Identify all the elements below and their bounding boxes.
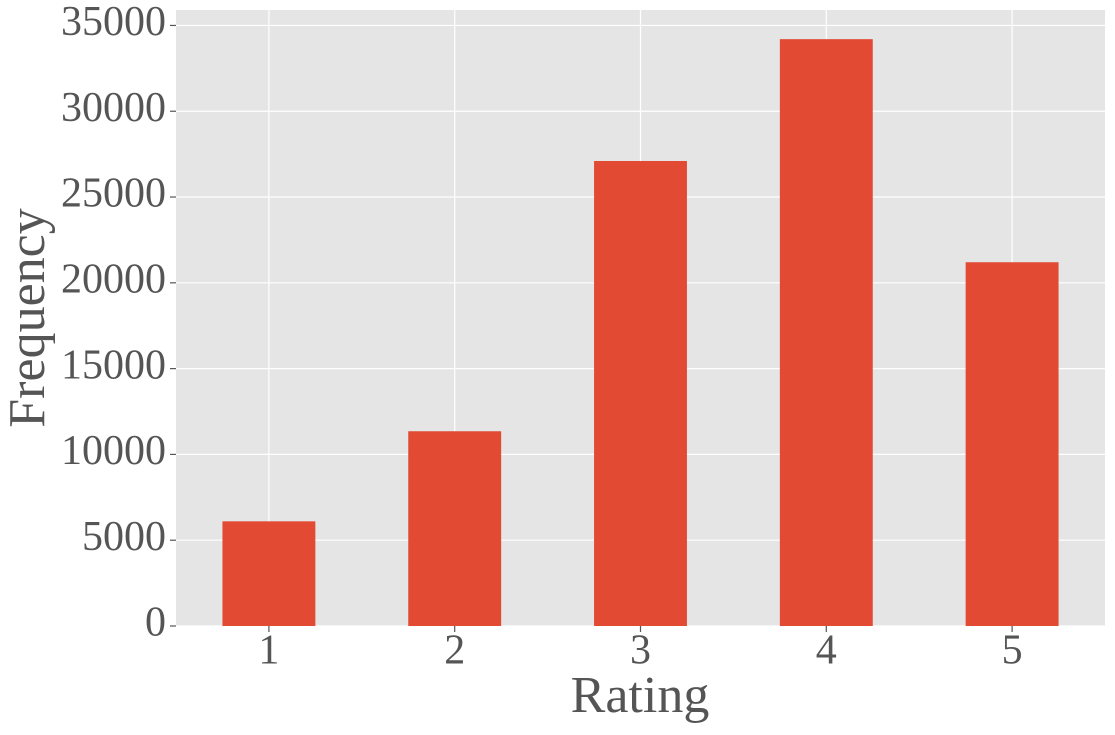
- x-tick-label: 5: [1002, 628, 1023, 674]
- y-tick-label: 30000: [61, 85, 166, 131]
- bar: [965, 262, 1059, 626]
- y-tick-label: 20000: [61, 256, 166, 302]
- bar: [594, 160, 687, 627]
- y-tick-label: 15000: [61, 342, 166, 388]
- y-tick-label: 10000: [61, 428, 166, 474]
- x-tick-label: 2: [444, 628, 465, 674]
- y-axis-label: Frequency: [0, 208, 56, 427]
- y-tick-label: 25000: [61, 171, 166, 217]
- x-axis-label: Rating: [571, 667, 710, 724]
- bar: [779, 39, 873, 626]
- y-tick-label: 35000: [61, 0, 166, 45]
- bar: [408, 431, 502, 626]
- bar: [222, 521, 316, 626]
- y-tick-label: 0: [145, 600, 166, 646]
- x-tick-label: 3: [630, 628, 651, 674]
- x-tick-label: 4: [816, 628, 837, 674]
- y-tick-label: 5000: [82, 514, 166, 560]
- x-tick-label: 1: [258, 628, 279, 674]
